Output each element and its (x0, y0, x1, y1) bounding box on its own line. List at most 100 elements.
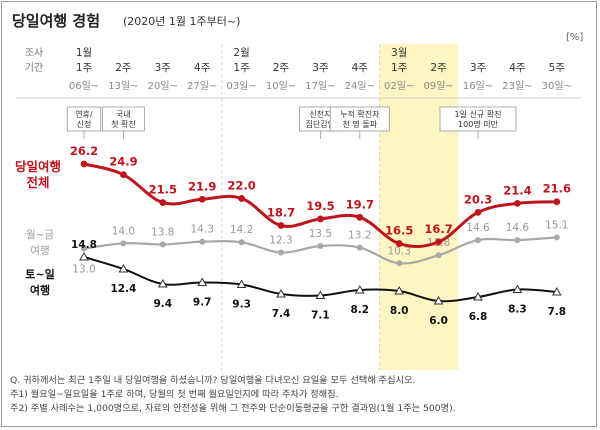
data-point-weekend (396, 260, 403, 267)
annotation: 연휴/신정 (66, 106, 102, 139)
data-point-weekday (512, 284, 523, 293)
tick-week: 3주 (155, 62, 172, 74)
tick-date: 16일~ (463, 80, 493, 92)
data-label-weekday: 7.4 (272, 308, 291, 320)
data-label-total: 19.5 (306, 199, 334, 213)
data-point-weekend (435, 252, 442, 259)
tick-date: 02일~ (384, 80, 414, 92)
tick-month: 1월 (76, 47, 92, 59)
tick-week: 5주 (549, 62, 566, 74)
legend-label-total: 전체 (26, 175, 49, 190)
data-point-total (356, 213, 364, 221)
data-point-weekend (514, 237, 521, 244)
data-label-total: 18.7 (267, 206, 295, 220)
data-label-weekday: 14.8 (71, 239, 97, 251)
tick-date: 09일~ (423, 80, 453, 92)
legend-label-total: 당일여행 (15, 159, 61, 174)
data-label-weekend: 14.6 (506, 222, 530, 234)
annotation-box (66, 106, 102, 132)
data-label-weekend: 13.2 (348, 230, 371, 242)
data-label-total: 24.9 (109, 155, 137, 169)
data-point-weekend (553, 234, 560, 241)
tick-week: 2주 (115, 62, 132, 74)
data-point-total (159, 199, 167, 206)
annotation-text: 신천지 (309, 109, 331, 119)
legend-label-weekend: 토~일 (25, 267, 54, 281)
tick-week: 2주 (273, 62, 290, 74)
footnotes: Q. 귀하께서는 최근 1주일 내 당일여행을 하셨습니까? 당일여행을 다녀오… (10, 374, 456, 416)
tick-week: 4주 (352, 62, 369, 74)
data-label-weekday: 9.7 (193, 297, 212, 309)
chart-title: 당일여행 경험 (12, 12, 101, 30)
annotation-box (329, 106, 390, 132)
data-point-total (514, 199, 521, 207)
data-label-total: 21.9 (188, 179, 216, 193)
tick-date: 10일~ (266, 80, 296, 92)
data-label-total: 21.5 (149, 183, 177, 197)
tick-date: 24일~ (345, 80, 375, 92)
data-point-weekend (159, 241, 166, 248)
tick-date: 06일~ (69, 80, 99, 92)
annotation-box (102, 106, 145, 132)
data-label-weekday: 8.2 (350, 304, 369, 316)
annotation: 국내첫 확진 (102, 106, 145, 139)
data-point-total (395, 240, 403, 247)
data-point-total (80, 160, 88, 168)
footnote-2: 주2) 주별 사례수는 1,000명으로, 자료의 안전성을 위해 그 전주와 … (10, 403, 456, 414)
tick-date: 20일~ (148, 80, 178, 92)
tick-month: 2월 (233, 47, 249, 59)
data-label-total: 22.0 (227, 178, 255, 192)
data-label-total: 20.3 (464, 192, 492, 206)
data-point-weekday (394, 285, 405, 295)
data-label-weekend: 14.6 (466, 222, 490, 234)
tick-week: 1주 (76, 62, 93, 74)
data-point-weekday (236, 279, 247, 288)
legend-label-weekend: 여행 (30, 283, 50, 297)
data-point-weekday (79, 251, 89, 261)
legend-label-weekday: 여행 (30, 245, 49, 257)
tick-week: 4주 (194, 62, 211, 74)
tick-week: 3주 (312, 62, 329, 74)
data-label-weekend: 14.0 (112, 225, 135, 237)
data-label-weekend: 14.2 (230, 224, 253, 236)
data-label-weekday: 12.4 (110, 283, 136, 295)
unit-label: [%] (566, 32, 584, 43)
data-point-weekday (197, 277, 208, 286)
tick-week: 1주 (391, 62, 408, 74)
data-label-weekend: 10.3 (388, 245, 411, 257)
tick-date: 30일~ (542, 80, 572, 92)
tick-month: 3월 (391, 47, 407, 59)
annotation-text: 천 명 돌파 (343, 119, 378, 129)
tick-date: 17일~ (305, 80, 335, 92)
data-point-weekday (276, 288, 286, 298)
footnote-question: Q. 귀하께서는 최근 1주일 내 당일여행을 하셨습니까? 당일여행을 다녀오… (10, 375, 416, 386)
data-point-total (474, 208, 482, 216)
data-point-weekend (238, 239, 245, 246)
tick-week: 3주 (470, 62, 487, 74)
data-point-weekend (81, 245, 87, 252)
data-label-weekday: 6.8 (469, 311, 488, 323)
tick-week: 2주 (430, 62, 447, 74)
data-label-weekday: 7.8 (547, 306, 566, 318)
data-point-total (238, 195, 246, 202)
data-point-total (435, 238, 442, 246)
tick-date: 23일~ (502, 80, 532, 92)
data-label-weekend: 15.1 (545, 219, 568, 231)
data-label-total: 26.2 (70, 144, 98, 158)
data-point-weekend (475, 237, 481, 244)
legend-label-weekday: 월~금 (26, 229, 54, 241)
data-point-total (317, 215, 324, 223)
period-header-label: 기간 (25, 62, 43, 74)
tick-date: 27일~ (187, 80, 217, 92)
data-label-weekday: 8.0 (390, 305, 409, 317)
data-point-weekend (120, 240, 127, 247)
data-label-weekday: 7.1 (311, 310, 330, 322)
annotation-text: 국내 (116, 110, 131, 119)
annotation-text: 신정 (77, 119, 92, 129)
data-point-weekend (317, 243, 324, 250)
data-label-weekday: 9.4 (153, 298, 172, 310)
chart-subtitle: (2020년 1월 1주부터~) (123, 15, 241, 28)
